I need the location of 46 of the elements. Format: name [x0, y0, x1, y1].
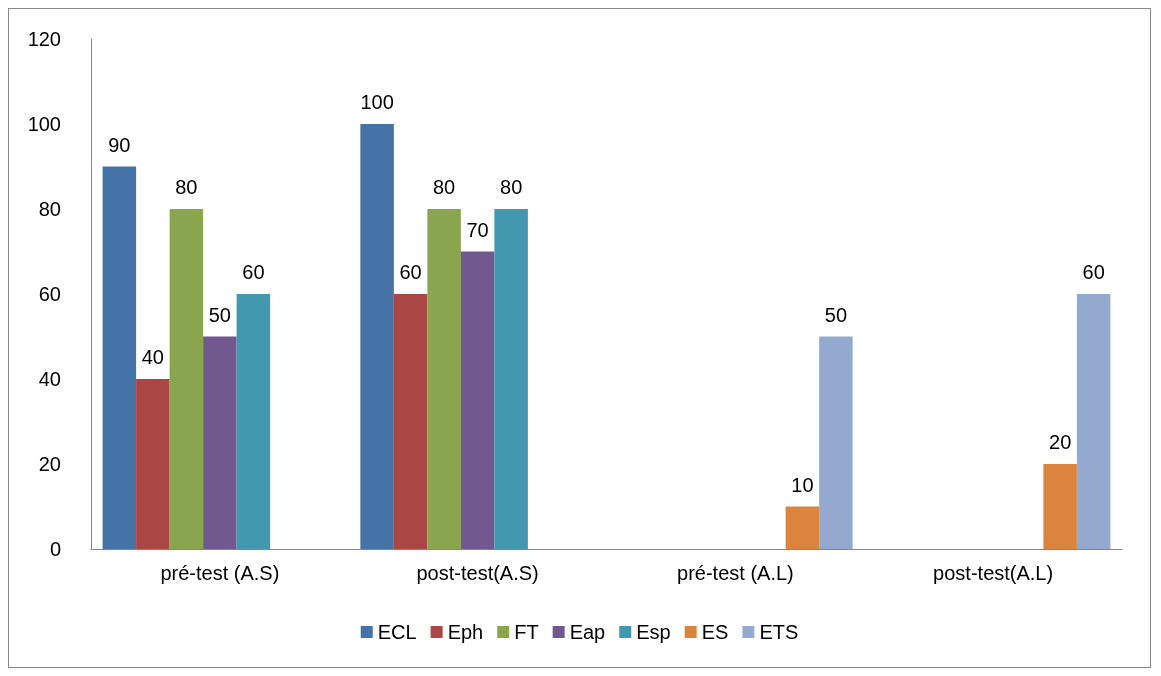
y-tick-label: 0 — [49, 538, 61, 560]
bar — [819, 336, 853, 549]
x-tick-label: post-test(A.S) — [416, 562, 539, 584]
y-tick-label: 20 — [38, 453, 61, 475]
x-tick-label: pré-test (A.L) — [677, 562, 794, 584]
data-label: 20 — [1049, 431, 1072, 453]
y-tick-label: 120 — [27, 28, 61, 50]
y-tick-label: 80 — [38, 198, 61, 220]
data-label: 10 — [791, 473, 814, 496]
bar — [494, 209, 528, 549]
legend-label: Eph — [447, 621, 484, 643]
bar — [1043, 464, 1077, 549]
bar — [236, 294, 271, 549]
legend-label: Esp — [636, 621, 671, 643]
data-label: 50 — [824, 303, 848, 326]
data-label: 40 — [141, 346, 164, 368]
y-tick-label: 40 — [38, 368, 61, 390]
data-label: 60 — [1082, 261, 1105, 283]
y-tick-label: 60 — [38, 283, 61, 305]
y-tick-label: 100 — [27, 113, 61, 135]
legend-label: ETS — [759, 621, 799, 643]
bar — [460, 251, 495, 549]
x-tick-label: pré-test (A.S) — [160, 562, 280, 584]
data-label: 60 — [399, 261, 422, 283]
data-label: 90 — [108, 133, 131, 156]
data-label: 80 — [432, 176, 456, 198]
bar — [136, 379, 170, 549]
data-label: 60 — [242, 261, 265, 283]
data-label: 100 — [360, 91, 394, 113]
bar — [393, 294, 428, 549]
bar — [1076, 294, 1111, 549]
legend-label: ECL — [377, 621, 417, 643]
data-label: 80 — [175, 176, 198, 198]
bar — [203, 336, 237, 549]
data-label: 80 — [500, 176, 523, 198]
bar — [427, 209, 461, 549]
data-label: 70 — [466, 218, 489, 241]
bar — [360, 124, 394, 549]
bar — [102, 166, 137, 549]
bar — [169, 209, 204, 549]
legend-label: FT — [514, 621, 539, 643]
bar — [785, 506, 820, 549]
data-label: 50 — [208, 303, 231, 326]
legend-label: ES — [701, 621, 729, 643]
x-tick-label: post-test(A.L) — [933, 562, 1054, 584]
legend-label: Eap — [569, 621, 606, 643]
